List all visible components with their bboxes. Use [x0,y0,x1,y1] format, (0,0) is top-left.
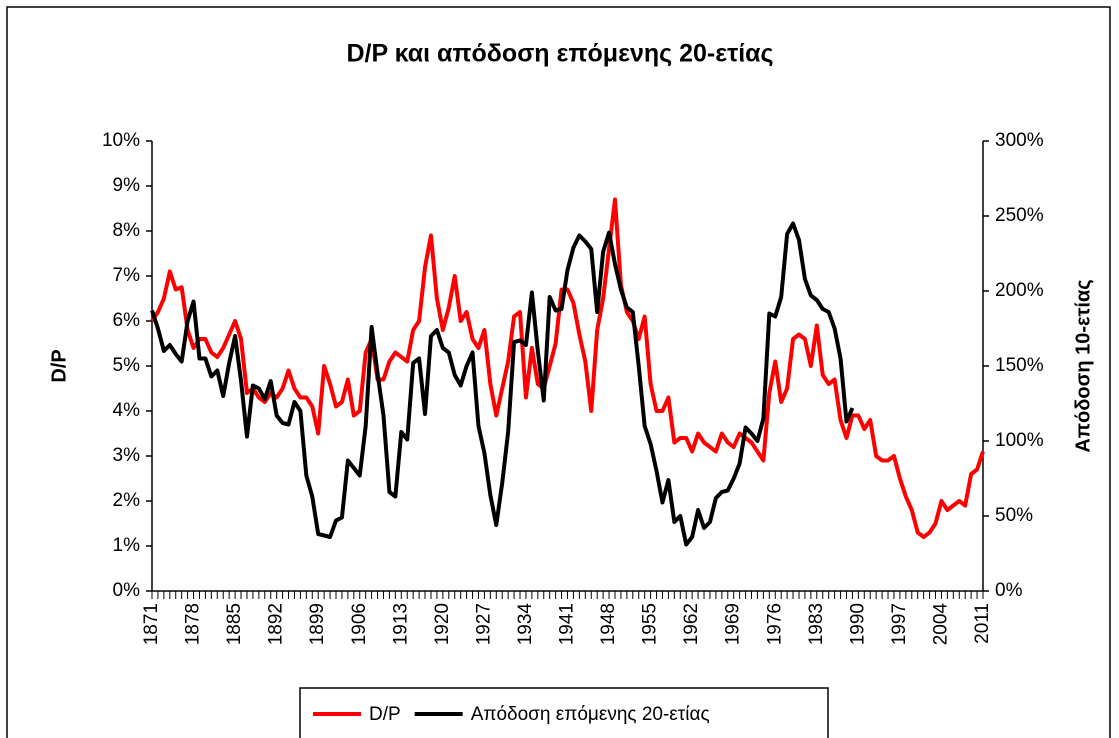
x-tick-label: 2011 [972,603,993,644]
x-tick-label: 1997 [889,603,910,645]
x-tick-label: 1941 [557,603,578,645]
x-tick-label: 1962 [681,603,702,645]
y-axis-label: D/P [48,349,70,382]
y-tick-label: 6% [113,310,141,331]
y-tick-label: 7% [113,265,141,286]
chart-title: D/P και απόδοση επόμενης 20-ετίας [346,40,773,68]
series-line [150,221,855,547]
x-tick-label: 1948 [598,603,619,645]
series-line [150,197,985,539]
x-tick-label: 2004 [930,603,951,646]
x-tick-label: 1976 [764,603,785,645]
y2-tick-label: 0% [995,580,1023,601]
legend-label: D/P [369,704,401,725]
x-tick-label: 1955 [640,603,661,645]
x-tick-label: 1934 [515,603,536,646]
y-tick-label: 5% [113,355,141,376]
y2-axis-label: Απόδοση 10-ετίας [1072,279,1094,452]
y-tick-label: 9% [113,175,141,196]
y2-tick-label: 300% [995,130,1044,151]
x-tick-label: 1899 [307,603,328,645]
x-tick-label: 1983 [806,603,827,645]
x-tick-label: 1927 [473,603,494,645]
x-tick-label: 1969 [723,603,744,645]
y-tick-label: 8% [113,220,141,241]
y2-tick-label: 200% [995,280,1044,301]
legend [299,687,829,738]
x-tick-label: 1906 [349,603,370,645]
legend-label: Απόδοση επόμενης 20-ετίας [471,704,710,725]
y-tick-label: 4% [113,400,141,421]
y-tick-label: 10% [102,130,140,151]
x-tick-label: 1871 [141,603,162,645]
y-tick-label: 3% [113,445,141,466]
x-tick-label: 1885 [224,603,245,645]
x-tick-label: 1892 [266,603,287,645]
y2-tick-label: 100% [995,430,1044,451]
x-tick-label: 1878 [183,603,204,645]
y-tick-label: 0% [113,580,141,601]
x-tick-label: 1990 [847,603,868,645]
y2-tick-label: 150% [995,355,1044,376]
x-tick-label: 1920 [432,603,453,645]
y-tick-label: 2% [113,490,141,511]
chart-frame [6,6,1111,738]
y2-tick-label: 250% [995,205,1044,226]
y2-tick-label: 50% [995,505,1033,526]
x-tick-label: 1913 [390,603,411,645]
y-tick-label: 1% [113,535,141,556]
